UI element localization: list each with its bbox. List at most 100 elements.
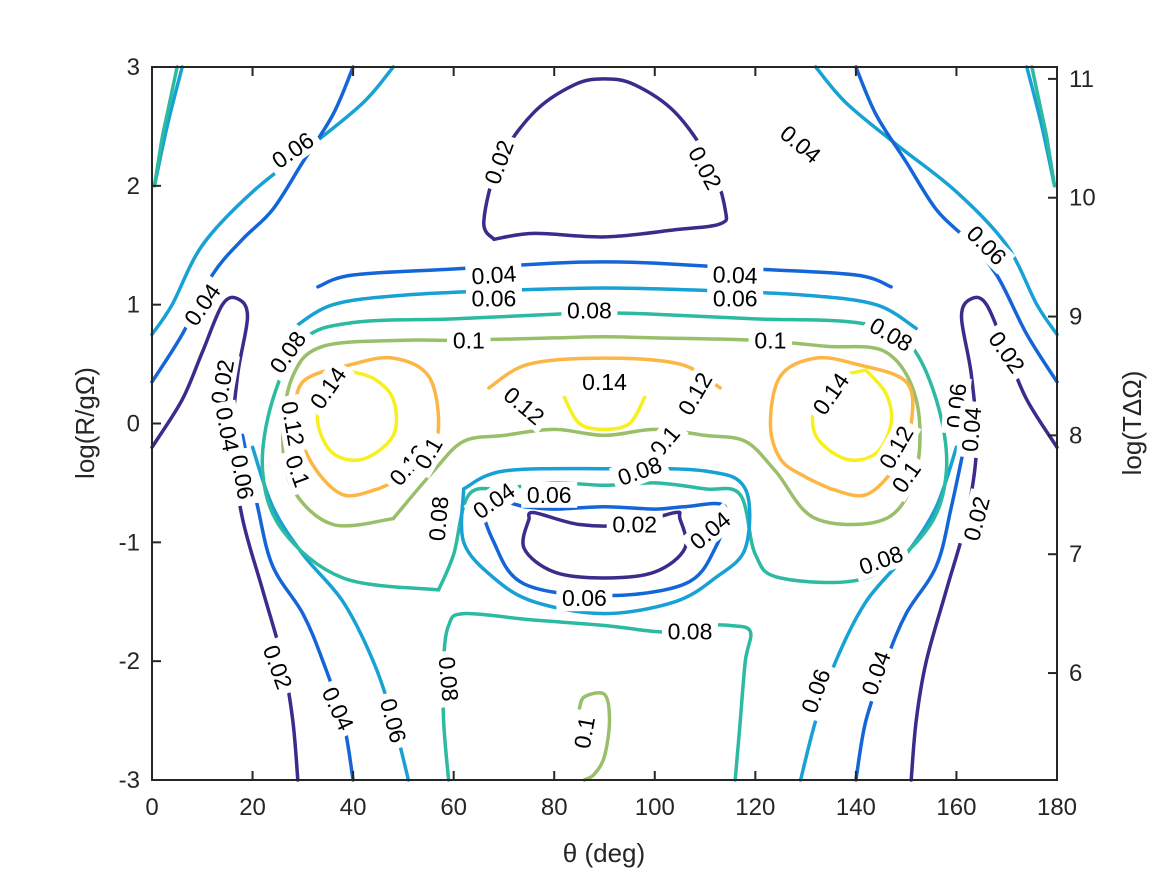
x-tick-label: 60 [440,794,467,821]
contour-label-bg [447,327,491,354]
contour-label-0.08: 0.08 [434,656,464,703]
contour-label-bg [576,368,633,395]
contour-label-bg [262,123,324,177]
contour-label-0.04: 0.04 [471,260,518,289]
contour-label-bg [373,690,414,752]
contour-label-0.06: 0.06 [472,286,517,312]
contour-label-group-13: 0.08 [561,297,618,324]
contour-label-group-10: 0.04 [706,261,764,289]
x-tick-label: 0 [145,794,158,821]
contour-line-0.04-26 [480,497,729,598]
x-tick-label: 140 [836,794,876,821]
contour-line-0.08-3 [152,65,179,188]
contour-label-bg [860,309,922,360]
y-tick-label: 1 [127,292,140,319]
x-axis-label: θ (deg) [563,838,645,868]
contour-label-0.04: 0.04 [712,261,758,289]
contour-label-group-19: 0.14 [576,368,633,395]
contour-label-bg [850,538,912,582]
right-y-tick-label: 9 [1069,304,1082,331]
contour-label-bg [556,585,613,612]
contour-label-bg [748,327,793,354]
contour-label-0.1: 0.1 [453,327,485,353]
contour-label-bg [175,274,230,336]
contour-label-group-32: 0.04 [956,400,987,459]
right-y-tick-label: 8 [1069,422,1082,449]
contour-label-bg [465,285,522,312]
contour-line-0.12-21 [487,356,722,390]
contour-label-0.08: 0.08 [567,298,612,324]
contour-line-0.04-15 [316,260,893,289]
contour-label-bg [793,660,838,722]
contour-label-group-16: 0.1 [447,327,491,354]
contour-label-group-44: 0.1 [567,708,601,757]
contour-label-bg [521,481,578,508]
contour-line-0.04-12 [854,433,969,782]
contour-label-bg [883,451,930,503]
contour-line-0.1-18 [280,335,922,528]
contour-line-0.14-24 [562,395,647,432]
contour-label-group-23: 0.12 [494,377,554,434]
contour-label-group-37: 0.02 [606,511,663,538]
y-tick-label: 3 [127,54,140,81]
contour-label-group-11: 0.06 [465,285,522,312]
contour-label-0.08: 0.08 [424,495,454,542]
contour-label-bg [680,137,730,199]
contour-label-bg [567,708,601,757]
contour-line-0.1-29 [577,691,612,782]
contour-label-bg [224,447,261,507]
right-y-tick-label: 10 [1069,185,1096,212]
contour-label-bg [204,352,241,412]
x-tick-label: 100 [635,794,675,821]
contour-label-0.1: 0.1 [569,714,600,750]
contour-label-group-17: 0.1 [748,327,793,354]
contour-label-bg [957,216,1016,275]
contour-label-group-47: 0.06 [373,690,414,752]
right-y-tick-label: 6 [1069,660,1082,687]
x-tick-label: 160 [936,794,976,821]
x-tick-label: 180 [1037,794,1077,821]
contour-line-0.06-27 [459,466,752,616]
x-tick-label: 120 [735,794,775,821]
contour-label-0.08: 0.08 [668,619,713,645]
axes: 0 20 40 60 80 100 120 140 160 1803210-1-2-3111098… [119,54,1096,821]
contour-label-bg [433,649,464,709]
contour-line-0.08-4 [1030,65,1057,188]
contour-label-bg [707,285,764,312]
y-tick-label: 2 [127,173,140,200]
x-tick-label: 80 [541,794,568,821]
contour-label-bg [275,393,311,454]
contour-label-0.06: 0.06 [562,585,607,611]
x-tick-label: 20 [239,794,266,821]
contour-label-0.14: 0.14 [582,369,627,395]
contour-label-bg [608,449,671,493]
y-tick-label: 0 [127,411,140,438]
contour-label-bg [662,618,718,645]
y-tick-label: -1 [119,529,140,556]
contour-label-bg [301,357,355,419]
contour-label-0.04: 0.04 [957,406,987,453]
y-tick-label: -2 [119,648,140,675]
contour-label-group-36: 0.06 [521,481,578,508]
contour-line-0.08-28 [441,611,753,782]
right-y-axis-label: log(TΔΩ) [1117,371,1147,476]
contour-label-0.06: 0.06 [527,482,572,508]
contour-line-0.04-8 [854,65,1059,384]
contour-label-0.02: 0.02 [612,512,657,538]
contour-label-bg [956,400,987,459]
contour-line-0.02-25 [521,510,688,580]
contour-line-0.04-7 [150,65,355,384]
contour-label-bg [261,321,315,383]
contour-line-0.06-16 [291,286,918,331]
contour-label-group-6: 0.02 [204,352,241,412]
contour-label-bg [606,511,663,538]
contour-label-0.06: 0.06 [713,286,758,312]
contour-line-0.06-5 [150,65,396,337]
contour-label-bg [870,416,922,479]
contour-label-bg [561,297,618,324]
y-tick-label: -3 [119,767,140,794]
contour-label-bg [406,427,451,479]
contour-label-0.1: 0.1 [754,327,786,353]
contour-label-bg [278,446,318,496]
contour-label-group-43: 0.08 [433,649,464,709]
